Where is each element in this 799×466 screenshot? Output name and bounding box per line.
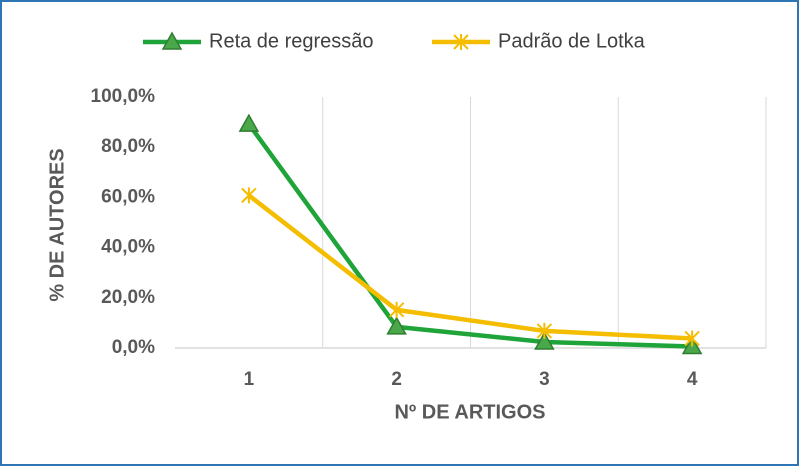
data-point [388, 301, 405, 318]
y-tick-label: 0,0% [112, 337, 155, 358]
x-tick-label: 4 [687, 369, 698, 390]
y-tick-label: 100,0% [91, 86, 156, 107]
legend-label: Reta de regressão [209, 30, 374, 52]
x-tick-label: 3 [539, 369, 550, 390]
y-tick-label: 20,0% [101, 287, 155, 308]
y-tick-label: 40,0% [101, 237, 155, 258]
x-axis-title: Nº DE ARTIGOS [394, 401, 545, 423]
legend-label: Padrão de Lotka [498, 30, 646, 52]
y-tick-label: 80,0% [101, 136, 155, 157]
data-point [536, 322, 553, 339]
y-axis-title: % DE AUTORES [46, 148, 68, 301]
data-point [534, 331, 555, 350]
data-point [238, 113, 260, 132]
data-point [241, 187, 257, 204]
x-tick-label: 1 [244, 369, 255, 390]
data-point [684, 330, 700, 347]
x-tick-label: 2 [391, 369, 402, 390]
legend-marker [161, 31, 183, 50]
series-line [247, 122, 693, 349]
data-point [386, 316, 407, 335]
series-line [247, 193, 693, 341]
y-tick-label: 60,0% [101, 186, 155, 207]
legend-marker [453, 34, 469, 50]
